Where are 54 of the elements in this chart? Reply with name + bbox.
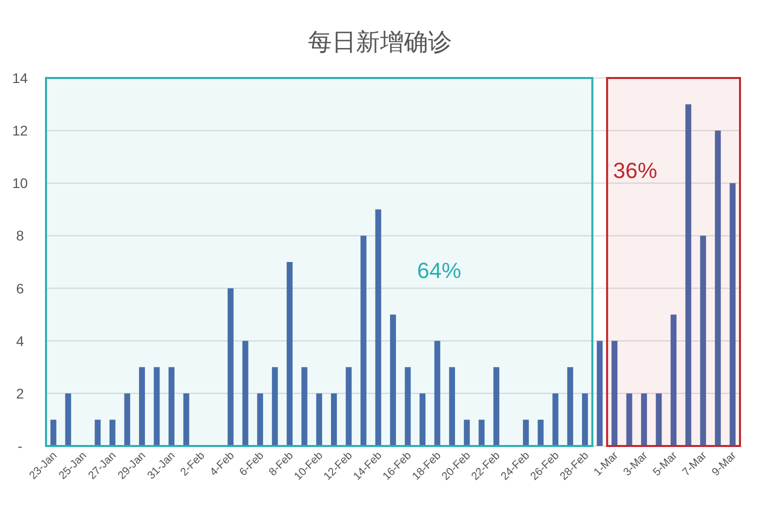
bar	[272, 367, 278, 446]
bar	[404, 367, 411, 446]
bar	[464, 420, 470, 446]
chart-title: 每日新增确诊	[308, 29, 452, 56]
bar	[700, 236, 706, 446]
y-tick-label: 10	[12, 175, 28, 192]
bar	[612, 340, 618, 446]
y-tick-label: 6	[16, 280, 24, 296]
bar	[390, 314, 396, 446]
bar	[434, 340, 440, 446]
bar	[228, 288, 234, 446]
bar	[538, 420, 544, 446]
bar	[626, 393, 632, 446]
bar	[641, 393, 647, 446]
bar	[420, 393, 426, 446]
bar	[582, 393, 588, 446]
bar	[478, 420, 485, 446]
bar	[493, 367, 500, 446]
y-tick-label: 14	[12, 70, 28, 86]
y-tick-label: 4	[16, 332, 24, 349]
bar	[242, 340, 248, 446]
bar	[50, 420, 56, 446]
bar	[183, 393, 190, 446]
bar	[301, 367, 308, 446]
band-label: 64%	[417, 258, 462, 283]
bar	[168, 367, 174, 446]
bar	[316, 393, 322, 446]
bar	[257, 393, 264, 446]
bar	[567, 367, 574, 446]
bar	[65, 393, 72, 446]
bar	[346, 367, 352, 446]
bar	[375, 209, 382, 446]
bar	[109, 420, 116, 446]
bar	[330, 393, 337, 446]
bar	[154, 367, 160, 446]
bar	[552, 393, 558, 446]
bar	[286, 262, 293, 446]
bar	[94, 420, 101, 446]
bar	[714, 130, 721, 446]
bar	[449, 367, 456, 446]
y-tick-label: -	[18, 438, 23, 454]
y-tick-label: 12	[12, 122, 28, 139]
bar	[685, 104, 692, 446]
bar	[670, 314, 677, 446]
bar	[596, 340, 603, 446]
bar	[124, 393, 130, 446]
bar	[522, 420, 529, 446]
bar	[656, 393, 662, 446]
bar	[730, 183, 736, 446]
bar	[360, 236, 366, 446]
y-tick-label: 2	[16, 385, 24, 402]
y-tick-label: 8	[16, 228, 24, 244]
bar	[139, 367, 145, 446]
band-label: 36%	[613, 158, 658, 183]
